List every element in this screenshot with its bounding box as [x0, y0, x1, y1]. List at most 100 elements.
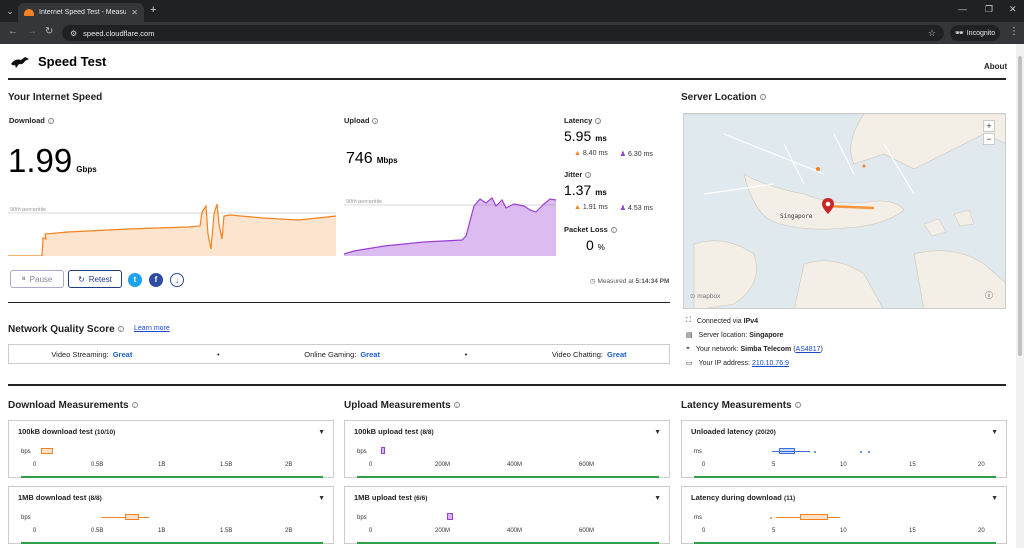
upload-info-icon[interactable]: i — [372, 118, 379, 125]
boxplot-box — [800, 514, 828, 520]
chevron-down-icon[interactable]: ▼ — [991, 429, 998, 436]
back-icon[interactable]: ← — [8, 26, 18, 37]
facebook-share-icon[interactable]: f — [149, 273, 163, 287]
url-text: speed.cloudflare.com — [83, 28, 155, 38]
card-unloaded-latency[interactable]: Unloaded latency (20/20) ▼ ms 0 5 10 15 … — [681, 420, 1007, 478]
chevron-down-icon[interactable]: ▼ — [318, 495, 325, 502]
ip-info: ▭ Your IP address: 210.10.76.9 — [686, 359, 789, 368]
quality-info-icon[interactable]: i — [117, 326, 124, 333]
download-info-icon[interactable]: i — [47, 118, 54, 125]
new-tab-icon[interactable]: + — [150, 4, 157, 16]
network-icon: ⛶ — [686, 317, 691, 324]
learn-more-link[interactable]: Learn more — [134, 325, 170, 332]
card-100kb-upload[interactable]: 100kB upload test (8/8) ▼ bps 0 200M 400… — [344, 420, 670, 478]
speed-divider — [8, 302, 670, 303]
server-map[interactable]: Singapore + − ⊙ mapbox ⓘ — [683, 113, 1006, 309]
upload-chart: 90th percentile — [344, 197, 556, 256]
site-title: Speed Test — [38, 54, 107, 69]
svg-text:Singapore: Singapore — [780, 213, 813, 220]
packet-loss-info-icon[interactable]: i — [610, 227, 617, 234]
jitter-info-icon[interactable]: i — [585, 172, 592, 179]
page-scrollbar[interactable] — [1016, 44, 1024, 548]
download-line — [8, 203, 336, 256]
restore-icon[interactable]: ❐ — [985, 4, 994, 14]
chevron-down-icon[interactable]: ▼ — [654, 495, 661, 502]
upload-speed: 746 Mbps — [346, 150, 398, 167]
asn-link[interactable]: AS4817 — [795, 345, 821, 353]
upload-person-icon: ♟ — [619, 151, 627, 158]
chevron-down-icon[interactable]: ▼ — [654, 429, 661, 436]
cheetah-logo-icon — [11, 56, 29, 68]
download-measure-info-icon[interactable]: i — [131, 402, 138, 409]
browser-menu-icon[interactable]: ⋮ — [1009, 26, 1019, 37]
upload-measurements-heading: Upload Measurements i — [344, 400, 460, 411]
chevron-down-icon[interactable]: ▼ — [991, 495, 998, 502]
window-close-icon[interactable]: ✕ — [1009, 4, 1017, 14]
pause-icon: ⏸ — [21, 274, 26, 283]
quality-video-streaming: Video Streaming: Great — [51, 349, 133, 359]
upload-measure-info-icon[interactable]: i — [453, 402, 460, 409]
card-1mb-upload[interactable]: 1MB upload test (6/6) ▼ bps 0 200M 400M … — [344, 486, 670, 544]
jitter-value: 1.37 ms — [564, 182, 607, 198]
baseline — [694, 476, 996, 478]
retest-icon: ↻ — [78, 274, 85, 284]
upload-person-icon: ♟ — [619, 205, 627, 212]
measurements-divider — [8, 384, 1006, 386]
boxplot-box — [125, 514, 139, 520]
latency-measure-info-icon[interactable]: i — [794, 402, 801, 409]
server-location-heading: Server Location i — [681, 92, 766, 103]
boxplot-whisker — [772, 451, 810, 452]
baseline — [21, 476, 323, 478]
baseline — [357, 542, 659, 544]
reload-icon[interactable]: ↻ — [45, 26, 54, 37]
site-brand[interactable]: Speed Test — [10, 54, 106, 69]
tab-title: Internet Speed Test - Measure — [39, 9, 127, 16]
page: Speed Test About Your Internet Speed Dow… — [0, 44, 1016, 548]
download-measurements-heading: Download Measurements i — [8, 400, 138, 411]
forward-icon[interactable]: → — [27, 26, 37, 37]
bookmark-star-icon[interactable]: ☆ — [927, 27, 936, 38]
measured-at: ◷ Measured at 5:14:34 PM — [590, 278, 670, 285]
zoom-in-button[interactable]: + — [983, 120, 995, 132]
card-100kb-download[interactable]: 100kB download test (10/10) ▼ bps 0 0.5B… — [8, 420, 334, 478]
server-info-icon[interactable]: i — [759, 94, 766, 101]
quality-online-gaming: Online Gaming: Great — [304, 349, 380, 359]
card-1mb-download[interactable]: 1MB download test (8/8) ▼ bps 0 0.5B 1B … — [8, 486, 334, 544]
browser-tab-bar: ⌄ Internet Speed Test - Measure ✕ + — ❐ … — [0, 0, 1024, 22]
minimize-icon[interactable]: — — [958, 4, 967, 14]
site-info-icon[interactable]: ⚙ — [70, 28, 78, 38]
retest-button[interactable]: ↻ Retest — [68, 270, 122, 288]
cloudflare-favicon-icon — [24, 9, 34, 16]
pause-button[interactable]: ⏸ Pause — [10, 270, 64, 288]
twitter-share-icon[interactable]: t — [128, 273, 142, 287]
map-info-icon[interactable]: ⓘ — [985, 291, 993, 300]
ip-address-link[interactable]: 210.10.76.9 — [751, 359, 789, 367]
tab-close-icon[interactable]: ✕ — [131, 8, 138, 17]
quality-separator: • — [464, 349, 468, 359]
download-results-icon[interactable]: ↓ — [170, 273, 184, 287]
latency-value: 5.95 ms — [564, 128, 607, 144]
boxplot-box — [381, 447, 385, 454]
svg-text:90th percentile: 90th percentile — [10, 207, 46, 213]
server-icon: ▤ — [686, 332, 693, 339]
address-bar[interactable]: ⚙ speed.cloudflare.com ☆ — [62, 25, 944, 41]
scrollbar-thumb[interactable] — [1018, 56, 1022, 356]
card-latency-during-download[interactable]: Latency during download (11) ▼ ms 0 5 10… — [681, 486, 1007, 544]
browser-tab[interactable]: Internet Speed Test - Measure ✕ — [18, 3, 144, 22]
about-link[interactable]: About — [984, 62, 1008, 71]
latency-info-icon[interactable]: i — [595, 118, 602, 125]
baseline — [21, 542, 323, 544]
speed-heading: Your Internet Speed — [8, 92, 103, 103]
location-pin-icon: ⌖ — [686, 345, 690, 352]
incognito-indicator[interactable]: 🕶 Incognito — [950, 25, 1000, 41]
download-triangle-icon: ▲ — [574, 150, 581, 157]
server-pin-icon — [822, 198, 834, 214]
zoom-out-button[interactable]: − — [983, 133, 995, 145]
chevron-down-icon[interactable]: ▼ — [318, 429, 325, 436]
mapbox-logo-icon[interactable]: ⊙ mapbox — [690, 293, 721, 300]
packet-loss-value: 0% — [586, 237, 605, 253]
network-info: ⌖ Your network: Simba Telecom (AS4817) — [686, 345, 823, 353]
boxplot-box — [41, 448, 53, 454]
tab-search-icon[interactable]: ⌄ — [6, 6, 14, 16]
upload-line — [344, 197, 556, 255]
